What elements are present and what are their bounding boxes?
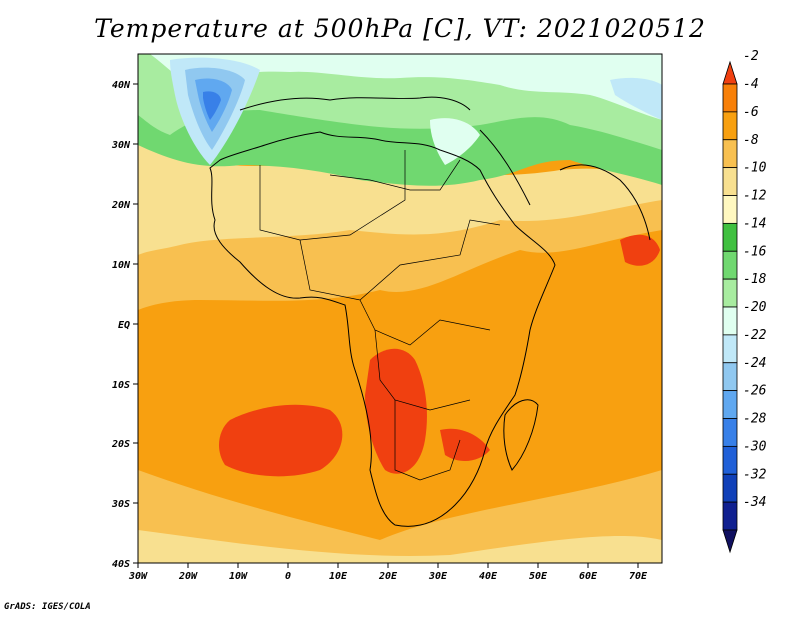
colorbar-swatch (722, 167, 738, 196)
border-path (259, 150, 406, 241)
colorbar-label: -26 (743, 384, 767, 399)
lon-tick-label: 20W (178, 571, 198, 582)
field-mozambique-warm (440, 428, 490, 462)
country-borders (259, 150, 501, 481)
field-southern-africa-warm-core (365, 348, 427, 474)
colorbar: -2 -4 -6 -8 -10 -12 -14 -16 -18 -20 -22 -24 -26 -28 -3… (722, 49, 767, 554)
plot-frame (137, 53, 663, 564)
colorbar-swatch (722, 278, 738, 308)
field-trough-core (203, 91, 221, 120)
colorbar-label: -8 (743, 133, 759, 148)
colorbar-extend-top (722, 60, 738, 85)
lon-tick-label: 40E (479, 571, 498, 582)
colorbar-label: -4 (743, 77, 759, 92)
colorbar-swatch (722, 418, 738, 447)
colorbar-label: -18 (743, 272, 767, 287)
colorbar-swatch (722, 250, 738, 280)
colorbar-swatch (722, 390, 738, 419)
colorbar-label: -14 (743, 216, 766, 231)
colorbar-label: -32 (743, 467, 767, 482)
lon-tick-label: 30W (128, 571, 148, 582)
field-far-south (138, 530, 662, 563)
lat-tick-label: 30S (111, 499, 130, 510)
lat-axis: 40N 30N 20N 10N EQ 10S 20S 30S 40S (111, 80, 138, 570)
colorbar-label: -34 (743, 495, 766, 510)
lon-tick-label: 0 (285, 571, 291, 582)
colorbar-swatch (722, 83, 738, 113)
lat-tick-label: 20S (111, 439, 130, 450)
colorbar-label: -2 (743, 49, 759, 64)
field-ne-light (610, 77, 662, 120)
field-north-pale (138, 140, 662, 255)
lat-tick-label: 40N (112, 80, 131, 91)
colorbar-label: -6 (743, 105, 759, 120)
field-south-light (138, 470, 662, 563)
colorbar-extend-bottom (722, 529, 738, 554)
colorbar-swatch (722, 501, 738, 531)
coastlines (209, 96, 651, 527)
colorbar-label: -30 (743, 439, 767, 454)
colorbar-label: -10 (743, 161, 767, 176)
field-north-cyan (150, 54, 662, 120)
mediterranean-coast (239, 96, 471, 111)
colorbar-label: -28 (743, 412, 767, 427)
lon-tick-label: 10W (229, 571, 248, 582)
colorbar-swatch (722, 306, 738, 336)
colorbar-label: -12 (743, 189, 767, 204)
colorbar-label: -20 (743, 300, 767, 315)
lon-tick-label: 60E (579, 571, 598, 582)
border-path (394, 400, 461, 481)
colorbar-label: -22 (743, 328, 767, 343)
lat-tick-label: EQ (118, 320, 130, 331)
lon-tick-label: 70E (629, 571, 648, 582)
colorbar-swatch (722, 139, 738, 169)
lat-tick-label: 20N (111, 200, 131, 211)
africa-coast (209, 131, 556, 527)
colorbar-swatch (722, 334, 738, 364)
lon-axis: 30W 20W 10W 0 10E 20E 30E 40E 50E 60E 70… (128, 563, 648, 582)
map-title: Temperature at 500hPa [C], VT: 202102051… (94, 14, 706, 43)
field-atlantic-warm-core (218, 404, 343, 477)
field-indian-warm (620, 234, 660, 266)
grads-credit: GrADS: IGES/COLA (4, 602, 91, 612)
arabia-coast (559, 164, 651, 241)
colorbar-swatch (722, 445, 738, 475)
lon-tick-label: 50E (529, 571, 548, 582)
red-sea-coast (479, 129, 531, 206)
lat-tick-label: 40S (112, 559, 130, 570)
madagascar-coast (503, 399, 539, 471)
field-egypt-cyan (430, 118, 480, 165)
border-path (299, 219, 501, 301)
lat-tick-label: 30N (111, 140, 131, 151)
colorbar-swatch (722, 222, 738, 252)
colorbar-swatch (722, 473, 738, 503)
colorbar-swatch (722, 111, 738, 141)
lat-tick-label: 10N (112, 260, 131, 271)
lat-tick-label: 10S (112, 380, 130, 391)
border-path (359, 299, 491, 346)
colorbar-swatch (722, 362, 738, 392)
lon-tick-label: 30E (428, 571, 448, 582)
lon-tick-label: 20E (378, 571, 398, 582)
colorbar-label: -16 (743, 244, 767, 259)
temperature-field (138, 54, 662, 563)
lon-tick-label: 10E (329, 571, 348, 582)
colorbar-label: -24 (743, 356, 766, 371)
colorbar-swatch (722, 195, 738, 224)
border-path (329, 159, 461, 191)
